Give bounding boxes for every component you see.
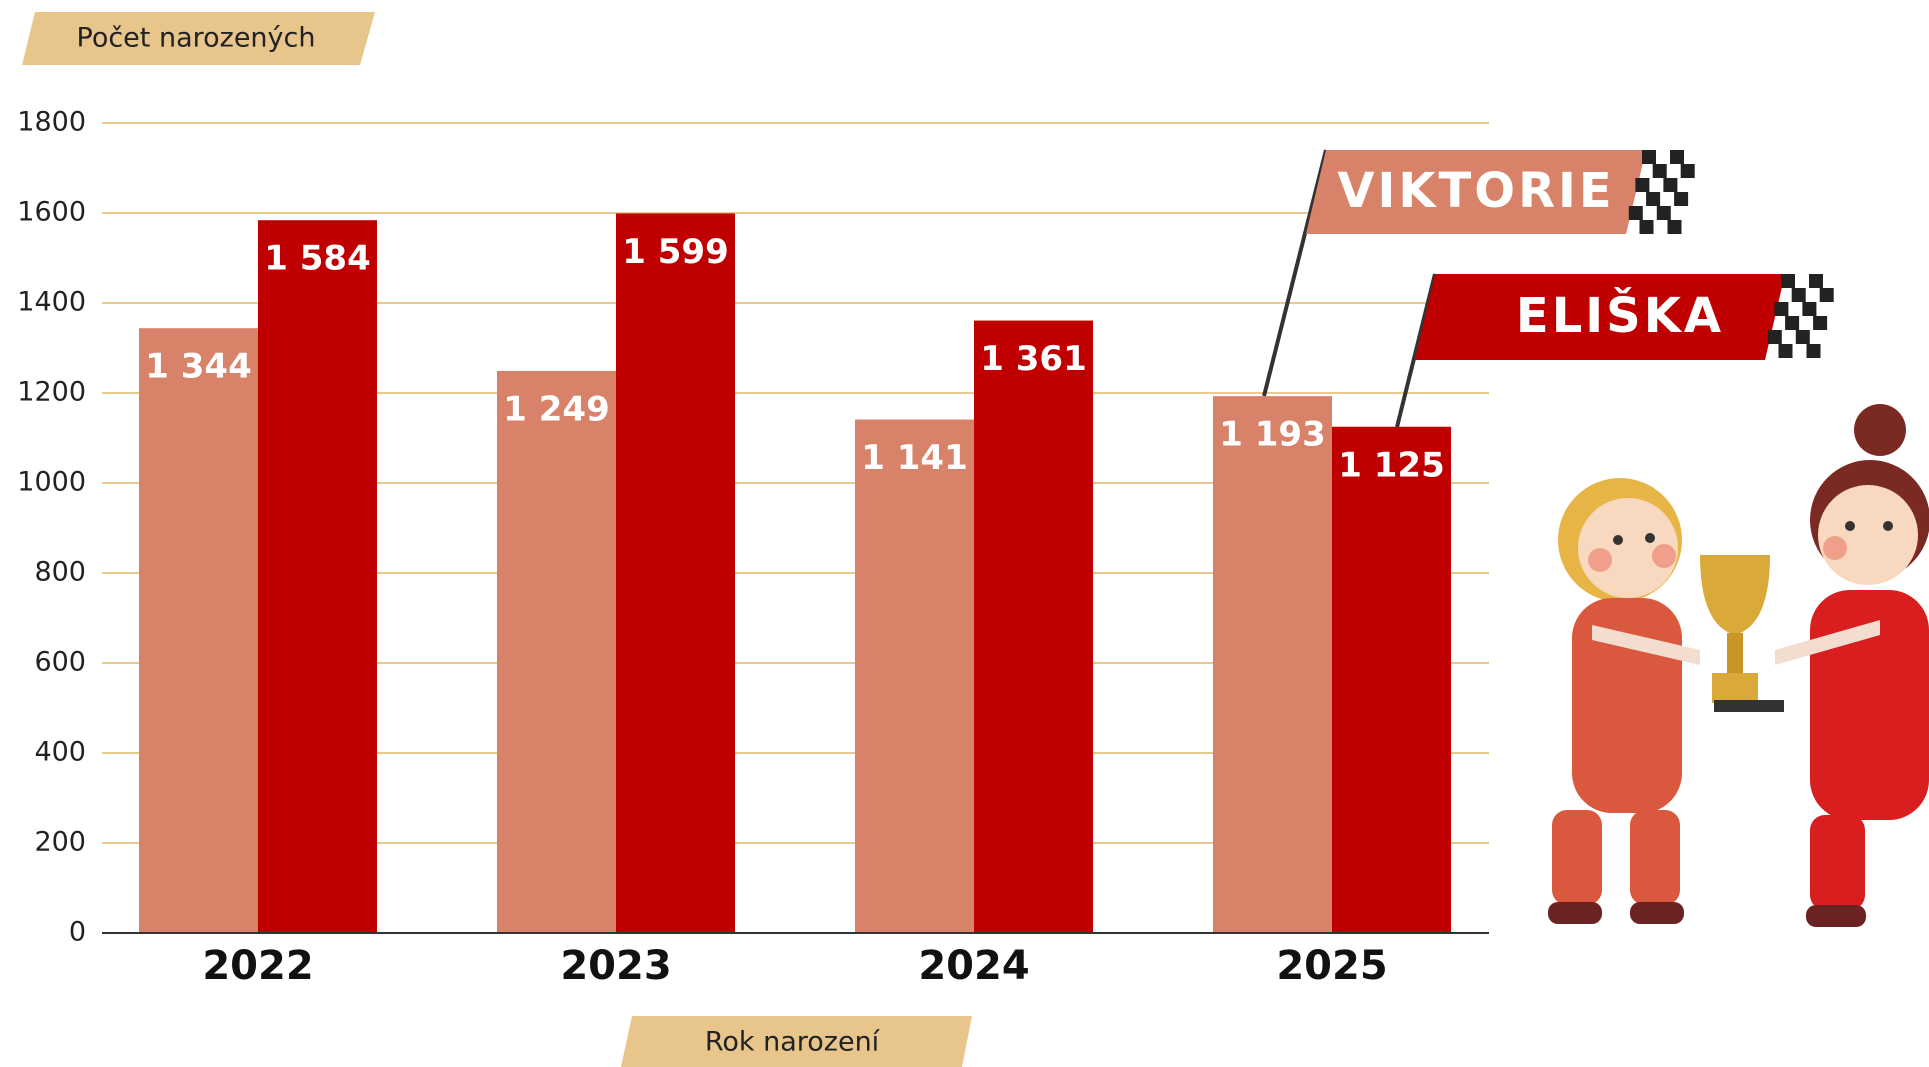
legend-flag (1306, 150, 1646, 234)
bar (1332, 426, 1451, 933)
bar (258, 220, 377, 933)
girl-right (1775, 404, 1929, 927)
bar (616, 213, 735, 933)
value-label: 1 599 (622, 232, 728, 272)
legend-checker (1652, 164, 1667, 178)
legend-checker (1667, 220, 1682, 234)
y-tick-label: 600 (34, 647, 86, 678)
legend-checker (1670, 150, 1684, 164)
legend-checker (1663, 178, 1678, 192)
legend-checker (1767, 330, 1782, 344)
x-tick-label: 2022 (202, 943, 313, 989)
y-tick-label: 1600 (17, 197, 86, 228)
y-tick-label: 1800 (17, 107, 86, 138)
value-label: 1 584 (264, 239, 370, 279)
y-tick-label: 1000 (17, 467, 86, 498)
legend-checker (1809, 274, 1823, 288)
value-label: 1 249 (503, 389, 609, 429)
bar (1213, 396, 1332, 933)
value-label: 1 125 (1338, 445, 1444, 485)
bar (139, 328, 258, 933)
x-axis-title-box (621, 1016, 972, 1067)
legend-checker (1639, 220, 1654, 234)
legend-checker (1806, 344, 1821, 358)
legend-checker (1680, 164, 1695, 178)
y-tick-label: 400 (34, 737, 86, 768)
illustration (1548, 404, 1929, 927)
value-label: 1 193 (1219, 415, 1325, 455)
y-axis-title: Počet narozených (77, 23, 316, 54)
legend-checker (1781, 274, 1795, 288)
x-tick-label: 2024 (918, 943, 1029, 989)
bar (855, 419, 974, 933)
x-tick-label: 2023 (560, 943, 671, 989)
value-label: 1 361 (980, 339, 1086, 379)
bar (497, 370, 616, 933)
legend-checker (1813, 316, 1828, 330)
legend-checker (1795, 330, 1810, 344)
x-tick-label: 2025 (1276, 943, 1387, 989)
y-tick-label: 0 (69, 917, 86, 948)
legend-pole (1262, 149, 1328, 397)
legend-label: VIKTORIE (1337, 163, 1614, 219)
x-axis-title: Rok narození (705, 1027, 881, 1058)
bar (974, 320, 1093, 933)
legend-pole (1395, 273, 1437, 428)
legend-checker (1778, 344, 1793, 358)
legend-checker (1774, 302, 1789, 316)
legend-checker (1819, 288, 1834, 302)
y-tick-label: 800 (34, 557, 86, 588)
legend-checker (1785, 316, 1800, 330)
legend-checker (1646, 192, 1661, 206)
y-tick-label: 1200 (17, 377, 86, 408)
y-axis-title-box (22, 12, 375, 65)
value-label: 1 141 (861, 438, 967, 478)
legend-checker (1642, 150, 1656, 164)
legend-checker (1628, 206, 1643, 220)
y-tick-label: 1400 (17, 287, 86, 318)
legend-checker (1656, 206, 1671, 220)
y-tick-label: 200 (34, 827, 86, 858)
legend-checker (1635, 178, 1650, 192)
legend-checker (1791, 288, 1806, 302)
trophy (1700, 555, 1784, 712)
legend-label: ELIŠKA (1516, 287, 1724, 344)
legend-checker (1802, 302, 1817, 316)
legend-flag (1415, 274, 1785, 360)
value-label: 1 344 (145, 347, 251, 387)
girl-left (1548, 478, 1700, 924)
legend-checker (1674, 192, 1689, 206)
